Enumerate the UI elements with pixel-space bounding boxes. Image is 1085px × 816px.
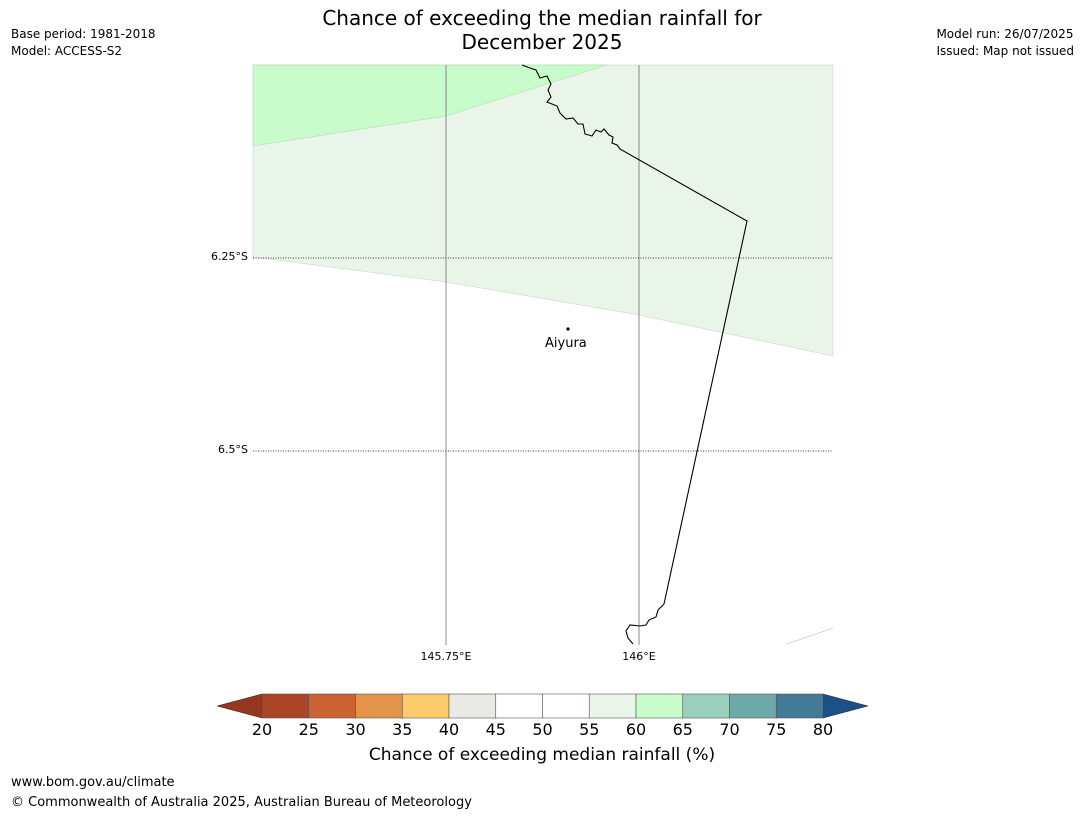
colorbar-segment bbox=[729, 693, 777, 719]
colorbar-tick-label: 65 bbox=[672, 720, 693, 739]
colorbar-segment bbox=[635, 693, 684, 719]
aiyura-marker bbox=[566, 327, 570, 331]
lat-label-6-25: 6.25°S bbox=[211, 250, 248, 263]
colorbar-tick-label: 40 bbox=[438, 720, 460, 739]
issued-status: Issued: Map not issued bbox=[936, 44, 1074, 58]
colorbar-segment bbox=[448, 693, 497, 719]
meta-right: Model run: 26/07/2025 Issued: Map not is… bbox=[936, 26, 1074, 60]
colorbar-under-arrow bbox=[216, 693, 263, 719]
colorbar-segment bbox=[261, 693, 310, 719]
colorbar-tick-label: 50 bbox=[532, 720, 553, 739]
colorbar-tick-label: 60 bbox=[625, 720, 647, 739]
model-name: Model: ACCESS-S2 bbox=[11, 44, 123, 58]
footer-copyright: © Commonwealth of Australia 2025, Austra… bbox=[11, 795, 472, 810]
colorbar-segment bbox=[682, 693, 730, 719]
footer-url: www.bom.gov.au/climate bbox=[11, 775, 175, 790]
colorbar-segment bbox=[588, 693, 637, 719]
colorbar-tick-label: 25 bbox=[298, 720, 319, 739]
colorbar-segment bbox=[355, 693, 403, 719]
map-title: Chance of exceeding the median rainfall … bbox=[242, 6, 842, 54]
colorbar-segment bbox=[401, 693, 450, 719]
model-run: Model run: 26/07/2025 bbox=[936, 27, 1074, 41]
place-label-aiyura: Aiyura bbox=[545, 336, 587, 351]
lon-label-145-75: 145.75°E bbox=[420, 650, 472, 663]
colorbar-over-arrow bbox=[822, 693, 869, 719]
colorbar-tick-label: 55 bbox=[579, 720, 600, 739]
colorbar-tick-label: 80 bbox=[812, 720, 834, 739]
colorbar-segment bbox=[542, 693, 590, 719]
title-line-1: Chance of exceeding the median rainfall … bbox=[322, 6, 762, 30]
colorbar-tick-label: 30 bbox=[345, 720, 366, 739]
title-line-2: December 2025 bbox=[461, 30, 623, 54]
lat-label-6-5: 6.5°S bbox=[218, 443, 248, 456]
colorbar-tick-label: 75 bbox=[766, 720, 787, 739]
lon-label-146: 146°E bbox=[622, 650, 656, 663]
colorbar-tick-label: 20 bbox=[251, 720, 273, 739]
colorbar bbox=[216, 693, 869, 719]
colorbar-tick-label: 70 bbox=[719, 720, 740, 739]
shade-edge-line bbox=[786, 627, 834, 645]
colorbar-tick-label: 45 bbox=[485, 720, 506, 739]
boundary-line bbox=[521, 64, 748, 645]
colorbar-segment bbox=[495, 693, 543, 719]
colorbar-tick-label: 35 bbox=[392, 720, 413, 739]
colorbar-segment bbox=[775, 693, 824, 719]
meta-left: Base period: 1981-2018 Model: ACCESS-S2 bbox=[11, 26, 156, 60]
base-period: Base period: 1981-2018 bbox=[11, 27, 156, 41]
colorbar-segment bbox=[308, 693, 356, 719]
colorbar-title: Chance of exceeding median rainfall (%) bbox=[368, 745, 716, 765]
